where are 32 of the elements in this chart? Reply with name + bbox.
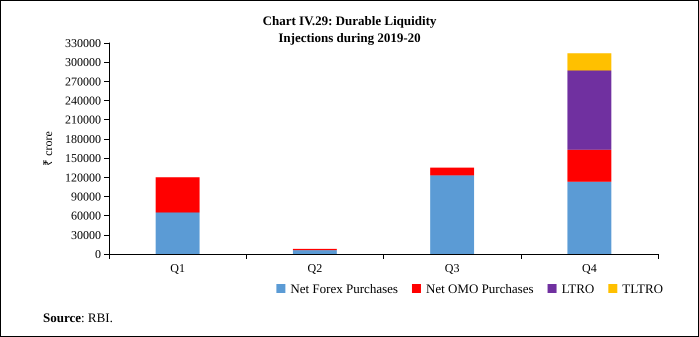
x-tick-label: Q4 xyxy=(582,261,597,275)
y-tick-label: 180000 xyxy=(65,132,101,146)
bar xyxy=(567,150,612,182)
y-tick-label: 90000 xyxy=(71,189,101,204)
x-tick-label: Q2 xyxy=(308,261,322,275)
bar xyxy=(430,168,474,176)
y-tick-label: 120000 xyxy=(65,170,101,184)
bar xyxy=(156,212,200,254)
y-tick-label: 300000 xyxy=(65,55,101,70)
bar xyxy=(567,182,612,254)
y-tick-label: 150000 xyxy=(65,151,101,166)
bar xyxy=(567,70,612,150)
bar xyxy=(567,53,612,70)
y-tick-label: 270000 xyxy=(65,74,101,88)
y-tick-label: 330000 xyxy=(65,36,101,50)
y-axis-title: ₹ crore xyxy=(41,131,56,166)
bar xyxy=(292,250,337,254)
x-tick-label: Q3 xyxy=(444,261,460,275)
bar xyxy=(156,177,200,212)
legend-label: Net Forex Purchases xyxy=(290,281,398,296)
legend-label: TLTRO xyxy=(622,281,664,296)
x-tick-label: Q1 xyxy=(170,261,185,275)
y-tick-label: 0 xyxy=(95,247,101,261)
legend-label: LTRO xyxy=(562,281,594,296)
source-note: Source: RBI. xyxy=(43,310,113,325)
bar xyxy=(430,175,474,254)
y-tick-label: 60000 xyxy=(71,208,101,223)
legend-label: Net OMO Purchases xyxy=(426,281,534,296)
chart-title: Chart IV.29: Durable Liquidity Injections during 2019-20 xyxy=(262,13,437,45)
y-tick-label: 240000 xyxy=(65,94,101,108)
y-tick-label: 30000 xyxy=(71,228,101,242)
y-tick-label: 210000 xyxy=(65,112,101,127)
